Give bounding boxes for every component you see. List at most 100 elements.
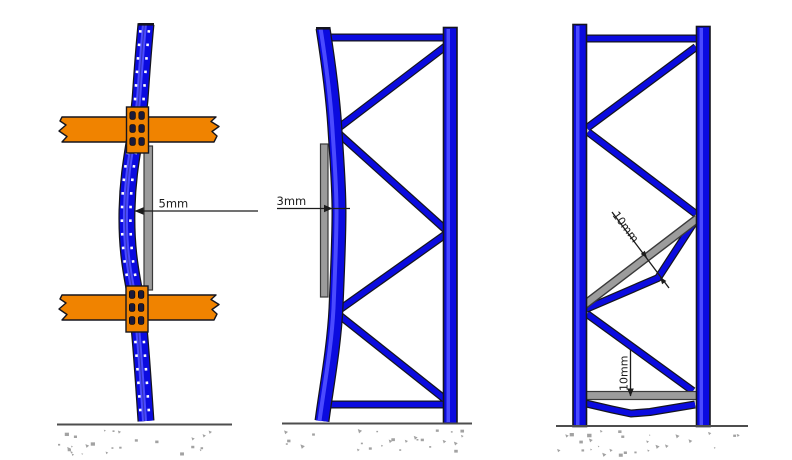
bent-bottom-brace (583, 400, 696, 417)
ground-speckle (665, 444, 669, 449)
diagonal-brace (337, 231, 448, 313)
ground-speckle (634, 451, 637, 454)
ground-speckle (357, 429, 363, 434)
ground-speckle (454, 449, 458, 453)
ground-speckle (647, 449, 650, 452)
measurement-label-3a: 10mm (610, 209, 642, 245)
ground-speckle (360, 442, 363, 445)
diagonal-brace (585, 44, 698, 131)
ground-speckle (81, 453, 84, 455)
ground-speckle (413, 435, 418, 440)
figure-upright-front-bend: 5mm (57, 23, 258, 456)
ground-speckle (588, 438, 593, 443)
dimension-3mm: 3mm (277, 194, 350, 213)
ground-speckle (675, 434, 680, 439)
ground-speckle (420, 438, 424, 442)
dimension-arrowhead-down (627, 388, 634, 397)
ground-speckle (599, 430, 603, 433)
ground-speckle (202, 434, 206, 438)
ground-speckle (590, 448, 593, 451)
diagonal-brace (335, 43, 448, 132)
dimension-arrowhead (640, 250, 647, 258)
straightedge-vertical (143, 145, 154, 291)
diagonal-brace (337, 312, 448, 403)
ground-speckle (442, 439, 447, 444)
ground-texture (58, 429, 212, 456)
bracing-members (326, 34, 448, 408)
ground-speckle (105, 451, 109, 455)
ground-speckle (376, 430, 379, 433)
ground-speckle (565, 434, 569, 438)
ground-speckle (623, 451, 627, 454)
ground-speckle (117, 430, 122, 434)
bracing-outlines (584, 34, 699, 395)
ground-speckle (460, 434, 464, 438)
upright-top-cap (316, 27, 330, 30)
straightedge-vertical (319, 143, 329, 298)
ground-speckle (618, 430, 622, 434)
ground-speckle (71, 453, 75, 456)
ground-speckle (191, 437, 195, 441)
ground-speckle (646, 440, 650, 444)
measurement-label-3b: 10mm (618, 356, 631, 391)
ground-speckle (67, 448, 71, 452)
ground-speckle (450, 431, 453, 433)
upright-channel-stripe (576, 26, 580, 425)
figure-damaged-braces: 10mm 10mm (556, 23, 748, 457)
ground-speckle (602, 452, 607, 457)
connector-slot (129, 111, 136, 120)
connector-slot (129, 303, 136, 312)
measurement-label-1: 5mm (159, 197, 189, 211)
frame-bracing (584, 34, 699, 395)
connector-slot (138, 137, 145, 146)
ground-speckle (435, 429, 439, 432)
beam-connector-top (125, 106, 150, 154)
upright-straight-left (572, 23, 588, 428)
dimension-line (611, 211, 670, 289)
connector-slot (129, 316, 136, 325)
ground-speckle (111, 447, 114, 449)
ground-speckle (648, 434, 651, 436)
frame-bracing (326, 33, 449, 409)
ground-speckle (416, 438, 419, 441)
ground-speckle (208, 430, 212, 434)
ground-speckle (180, 452, 184, 456)
ground-speckle (618, 453, 623, 457)
upright-straight (442, 26, 458, 425)
dimension-10mm-bottom: 10mm (618, 349, 634, 397)
bracing-members (585, 35, 698, 394)
ground-speckle (736, 433, 740, 437)
ground-speckle (733, 434, 737, 437)
dimension-5mm: 5mm (134, 197, 258, 215)
ground-speckle (134, 439, 138, 442)
upright-body (127, 24, 146, 421)
ground-speckle (284, 430, 289, 435)
ground-speckle (85, 444, 90, 448)
ground-speckle (429, 446, 432, 448)
figure-frame-side-bend: 3mm (277, 26, 472, 453)
ground-speckle (609, 448, 613, 453)
straightedge-horizontal (582, 390, 700, 401)
ground-speckle (621, 435, 625, 438)
upright-top-cap (138, 23, 154, 26)
ground-speckle (404, 439, 409, 443)
ground-speckle (381, 444, 384, 447)
ground-speckle (388, 439, 393, 444)
dimension-arrowhead-right (324, 204, 333, 213)
connector-slot (138, 124, 145, 133)
ground-speckle (90, 442, 95, 446)
ground-speckle (356, 448, 360, 452)
ground-speckle (70, 451, 73, 454)
ground-texture (557, 430, 740, 457)
dimension-arrowhead (660, 277, 667, 285)
ground-speckle (64, 432, 69, 437)
connector-slot (129, 137, 136, 146)
ground-speckle (597, 445, 600, 448)
ground-speckle (391, 438, 395, 442)
connector-slot (138, 290, 145, 299)
ground-speckle (581, 449, 585, 452)
ground-speckle (579, 440, 583, 444)
connector-slot (138, 303, 145, 312)
ground-speckle (73, 435, 77, 438)
